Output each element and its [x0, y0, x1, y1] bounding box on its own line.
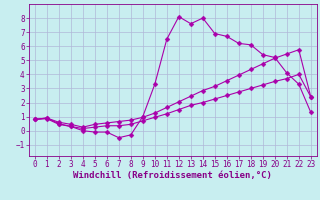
X-axis label: Windchill (Refroidissement éolien,°C): Windchill (Refroidissement éolien,°C): [73, 171, 272, 180]
